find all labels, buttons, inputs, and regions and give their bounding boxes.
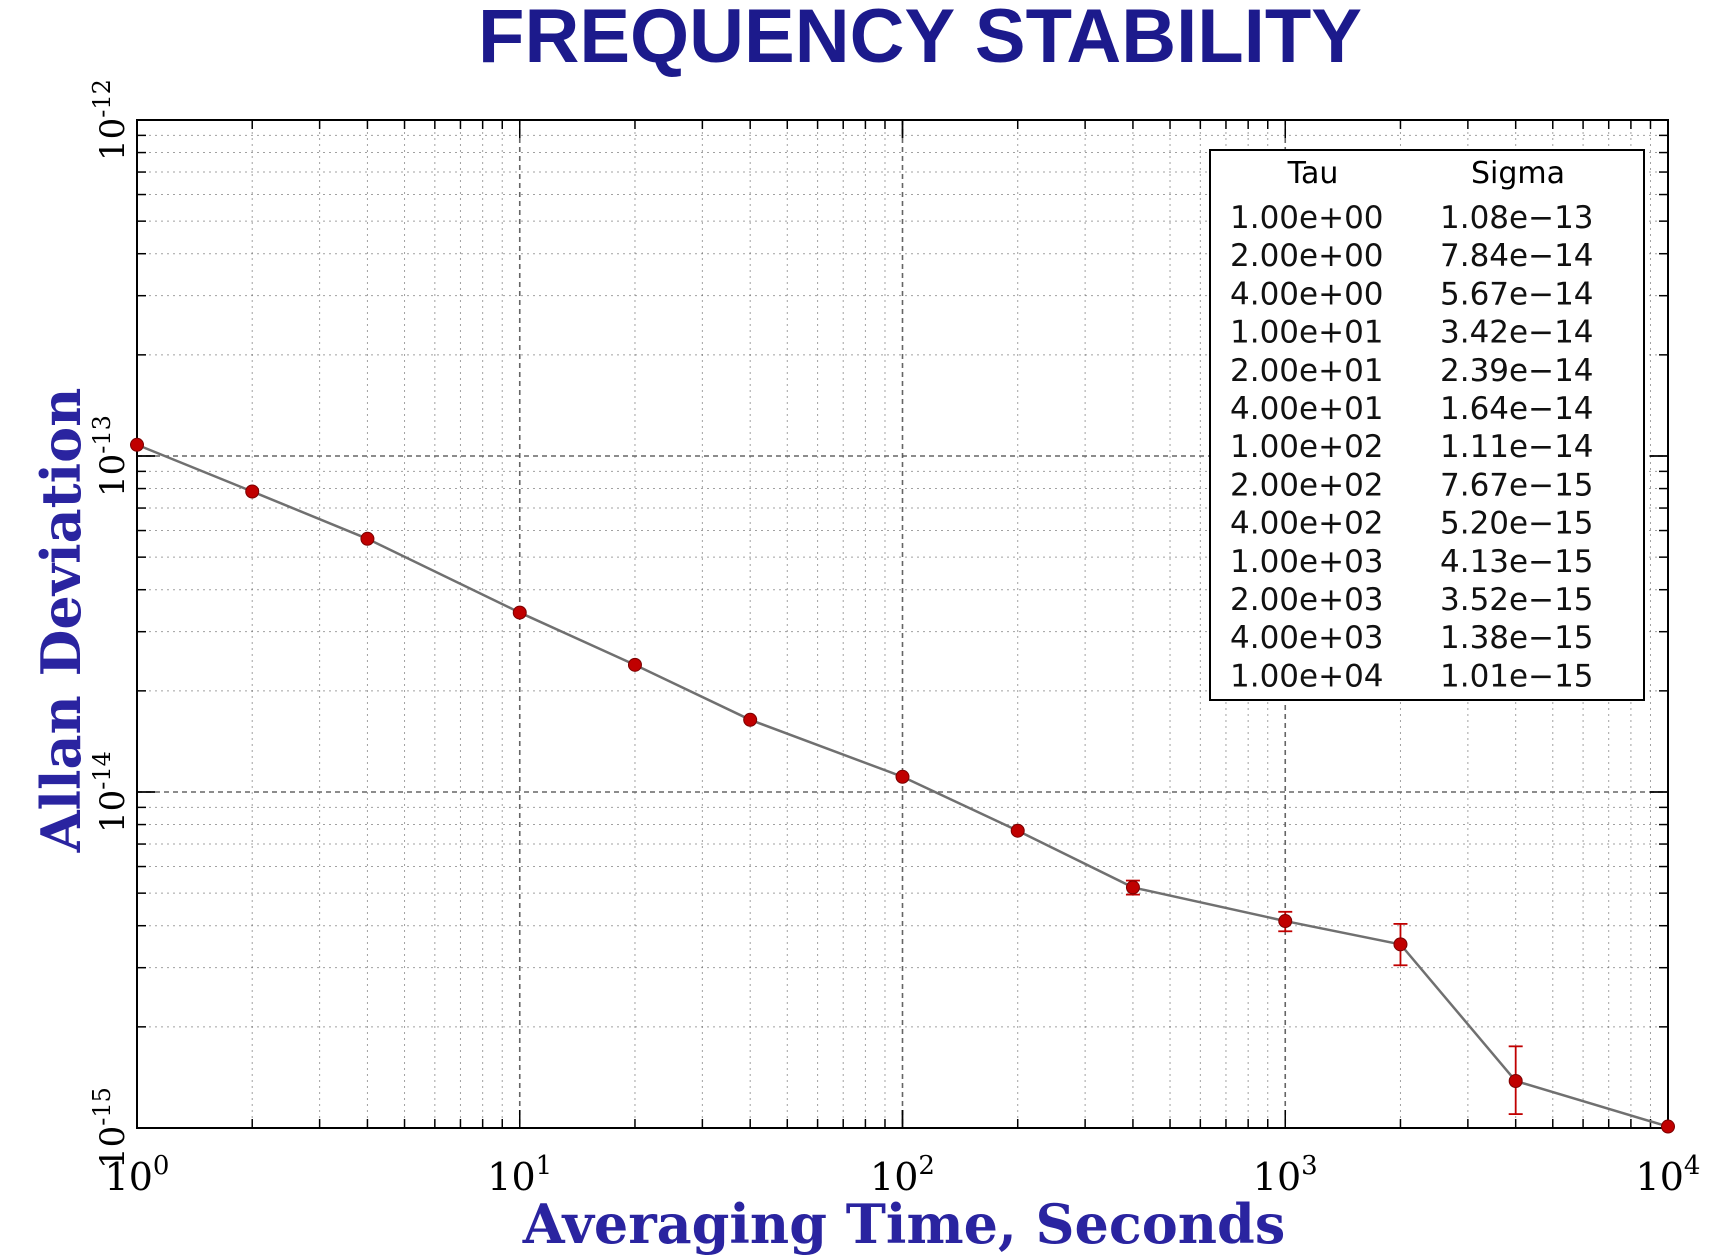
table-cell-sigma: 2.39e−14 <box>1440 353 1594 389</box>
table-cell-sigma: 4.13e−15 <box>1440 544 1594 580</box>
table-cell-tau: 4.00e+02 <box>1230 506 1384 542</box>
data-point <box>512 605 527 620</box>
y-tick-label: 10-14 <box>88 751 133 833</box>
table-cell-tau: 4.00e+01 <box>1230 391 1384 427</box>
y-tick-label: 10-15 <box>88 1087 133 1169</box>
chart-title: FREQUENCY STABILITY <box>478 0 1362 79</box>
data-point <box>1125 880 1140 895</box>
y-tick-exponent: -15 <box>88 1087 116 1126</box>
x-axis-label: Averaging Time, Seconds <box>522 1192 1285 1256</box>
table-cell-tau: 1.00e+03 <box>1230 544 1384 580</box>
x-tick-label: 103 <box>1253 1151 1318 1199</box>
table-cell-tau: 4.00e+00 <box>1230 276 1384 312</box>
x-tick-exponent: 2 <box>918 1151 935 1181</box>
table-cell-sigma: 3.42e−14 <box>1440 315 1594 351</box>
x-tick-label: 102 <box>870 1151 935 1199</box>
x-tick-label: 104 <box>1636 1151 1701 1199</box>
x-tick-label: 101 <box>487 1151 552 1199</box>
data-table-legend: Tau Sigma 1.00e+00 1.08e−13 2.00e+00 7.84e−14… <box>1209 149 1645 701</box>
table-cell-sigma: 1.64e−14 <box>1440 391 1594 427</box>
table-cell-tau: 4.00e+03 <box>1230 620 1384 656</box>
table-cell-sigma: 1.11e−14 <box>1440 429 1594 465</box>
x-tick-base: 10 <box>1636 1155 1684 1199</box>
y-tick-base: 10 <box>93 790 133 833</box>
table-cell-sigma: 1.08e−13 <box>1440 200 1594 236</box>
legend-box <box>1209 149 1645 701</box>
table-cell-tau: 2.00e+02 <box>1230 467 1384 503</box>
y-tick-exponent: -13 <box>88 415 116 454</box>
table-cell-tau: 1.00e+00 <box>1230 200 1384 236</box>
table-header-tau: Tau <box>1287 156 1339 191</box>
data-point <box>1393 937 1408 952</box>
tick-marks <box>136 119 1669 1129</box>
y-tick-base: 10 <box>93 118 133 161</box>
x-tick-base: 10 <box>487 1155 535 1199</box>
y-axis-label: Allan Deviation <box>29 388 93 854</box>
table-cell-sigma: 1.01e−15 <box>1440 658 1594 694</box>
data-point <box>627 657 642 672</box>
x-tick-labels: 100 101 102 103 104 <box>105 1151 1701 1199</box>
x-tick-exponent: 0 <box>153 1151 170 1181</box>
table-cell-sigma: 5.67e−14 <box>1440 276 1594 312</box>
x-tick-base: 10 <box>105 1155 153 1199</box>
table-cell-tau: 2.00e+00 <box>1230 238 1384 274</box>
data-point <box>1508 1074 1523 1089</box>
y-tick-label: 10-12 <box>88 79 133 161</box>
y-tick-exponent: -12 <box>88 79 116 118</box>
y-tick-base: 10 <box>93 454 133 497</box>
data-point <box>1278 914 1293 929</box>
x-tick-exponent: 3 <box>1301 1151 1318 1181</box>
y-tick-exponent: -14 <box>88 751 116 790</box>
table-cell-sigma: 1.38e−15 <box>1440 620 1594 656</box>
data-point <box>1661 1119 1675 1134</box>
data-point <box>360 531 375 546</box>
data-point <box>130 437 144 452</box>
table-cell-sigma: 5.20e−15 <box>1440 506 1594 542</box>
x-tick-label: 100 <box>105 1151 170 1199</box>
data-point <box>245 484 260 499</box>
data-point <box>895 769 910 784</box>
y-tick-label: 10-13 <box>88 415 133 497</box>
table-cell-sigma: 7.84e−14 <box>1440 238 1594 274</box>
table-cell-tau: 1.00e+01 <box>1230 315 1384 351</box>
table-cell-sigma: 3.52e−15 <box>1440 582 1594 618</box>
table-cell-tau: 2.00e+03 <box>1230 582 1384 618</box>
x-tick-base: 10 <box>1253 1155 1301 1199</box>
x-tick-exponent: 4 <box>1684 1151 1701 1181</box>
table-cell-tau: 1.00e+04 <box>1230 658 1384 694</box>
table-cell-tau: 2.00e+01 <box>1230 353 1384 389</box>
series-allan-deviation <box>130 437 1675 1134</box>
x-tick-exponent: 1 <box>536 1151 553 1181</box>
data-point <box>743 712 758 727</box>
y-tick-base: 10 <box>93 1126 133 1169</box>
table-cell-tau: 1.00e+02 <box>1230 429 1384 465</box>
x-tick-base: 10 <box>870 1155 918 1199</box>
table-header-sigma: Sigma <box>1471 156 1565 191</box>
table-cell-sigma: 7.67e−15 <box>1440 467 1594 503</box>
data-point <box>1010 823 1025 838</box>
